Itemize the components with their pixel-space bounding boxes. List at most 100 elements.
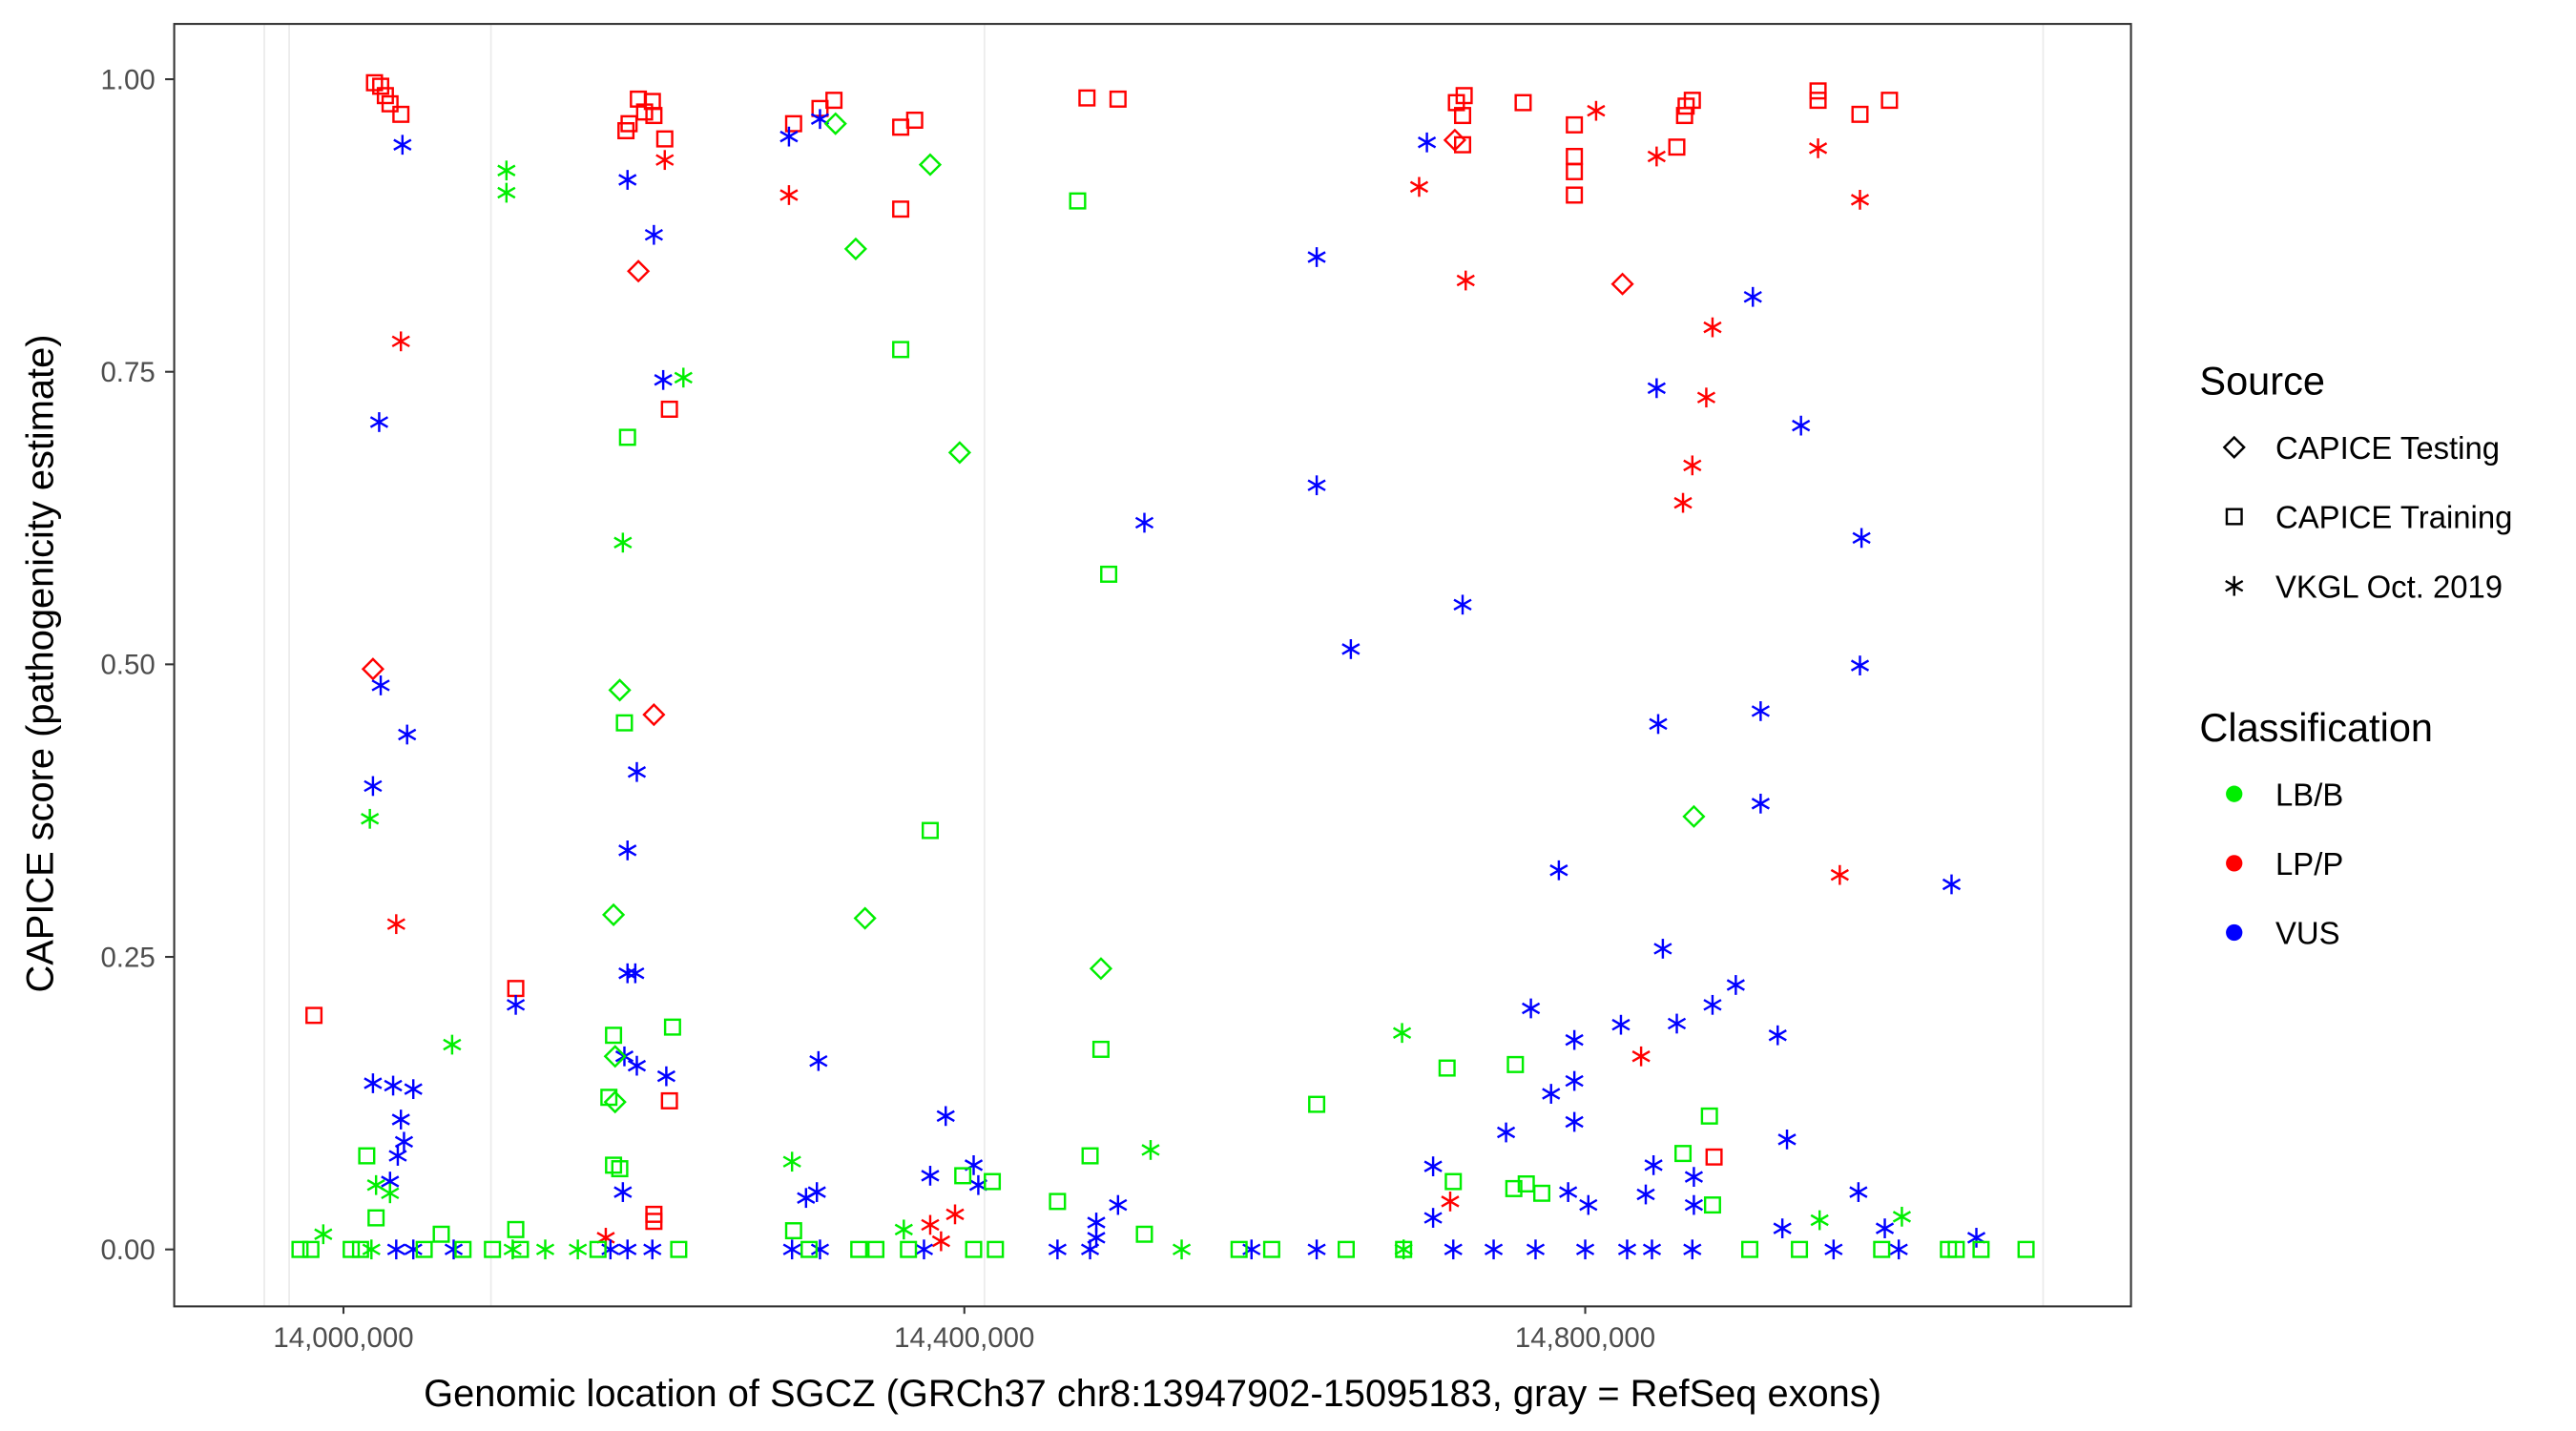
data-point: [1631, 1046, 1651, 1067]
data-point: [618, 170, 637, 190]
data-point: [892, 341, 910, 359]
data-point: [1496, 1122, 1516, 1143]
data-point: [1810, 1210, 1829, 1231]
y-tick-label: 0.50: [100, 650, 155, 681]
data-point: [497, 160, 516, 181]
data-point: [1565, 1070, 1584, 1091]
x-axis-title: Genomic location of SGCZ (GRCh37 chr8:13…: [424, 1373, 1881, 1415]
data-point: [1484, 1239, 1504, 1260]
data-point: [1649, 714, 1668, 735]
legend-source-title: Source: [2199, 359, 2325, 404]
data-point: [618, 840, 637, 861]
data-point: [1135, 1225, 1153, 1243]
data-point: [1444, 1239, 1463, 1260]
data-point: [603, 1045, 627, 1068]
data-point: [782, 1239, 801, 1260]
data-point: [1521, 998, 1541, 1019]
data-point: [1532, 1184, 1550, 1202]
data-point: [1777, 1130, 1797, 1150]
data-point: [404, 1079, 423, 1100]
data-point: [1703, 317, 1722, 338]
legend-source-label: CAPICE Training: [2275, 500, 2512, 535]
data-point: [1575, 1239, 1595, 1260]
data-point: [605, 1156, 623, 1174]
data-point: [1751, 701, 1770, 721]
data-point: [1850, 655, 1870, 675]
data-point: [1337, 1240, 1355, 1258]
data-point: [1892, 1206, 1912, 1227]
data-point: [1549, 860, 1568, 881]
data-point: [404, 1239, 423, 1260]
data-point: [1455, 87, 1473, 105]
data-point: [361, 808, 380, 829]
legend-color-dot-icon: [2226, 923, 2243, 942]
data-point: [1644, 1154, 1663, 1175]
data-point: [1423, 1208, 1443, 1228]
data-point: [415, 1240, 433, 1258]
data-point: [1875, 1218, 1895, 1238]
data-point: [1307, 1239, 1326, 1260]
data-point: [987, 1240, 1005, 1258]
data-point: [1683, 1239, 1702, 1260]
data-point: [1889, 1239, 1908, 1260]
data-point: [627, 259, 651, 283]
x-axis: 14,000,000 14,400,000 14,800,000: [273, 1305, 1655, 1354]
data-point: [921, 821, 939, 840]
data-point: [1423, 1156, 1443, 1176]
data-point: [367, 1209, 385, 1227]
data-point: [444, 1239, 464, 1260]
data-point: [1667, 1013, 1687, 1034]
data-point: [779, 126, 799, 147]
data-point: [645, 107, 663, 125]
data-point: [1809, 92, 1827, 110]
data-point: [1703, 994, 1722, 1015]
data-point: [1456, 270, 1475, 291]
data-point: [1542, 1084, 1561, 1104]
data-point: [674, 367, 693, 388]
x-tick-label: 14,000,000: [273, 1322, 413, 1354]
data-point: [432, 1225, 450, 1243]
exon-lines: [263, 24, 2045, 1306]
data-point: [386, 914, 405, 935]
data-point: [603, 1090, 627, 1114]
data-point: [1100, 565, 1118, 583]
data-point: [613, 532, 633, 553]
data-point: [391, 331, 410, 352]
data-point: [364, 776, 383, 797]
data-point: [779, 185, 799, 205]
data-point: [660, 1091, 678, 1110]
data-point: [1080, 1239, 1100, 1260]
data-point: [1109, 1194, 1128, 1215]
data-point: [386, 1239, 405, 1260]
data-point: [850, 1240, 868, 1258]
data-point: [1824, 1239, 1843, 1260]
data-point: [1740, 1240, 1758, 1258]
data-point: [945, 1204, 965, 1225]
data-point: [1395, 1240, 1413, 1258]
data-point: [314, 1224, 333, 1245]
data-point: [823, 112, 847, 135]
data-point: [843, 237, 867, 261]
data-point: [608, 678, 632, 702]
data-point: [1506, 1055, 1525, 1073]
data-point: [892, 200, 910, 218]
data-point: [1579, 1194, 1598, 1215]
data-point: [618, 963, 637, 984]
data-point: [1566, 162, 1584, 180]
data-point: [947, 441, 971, 465]
data-point: [1443, 128, 1466, 152]
data-point: [507, 1220, 525, 1238]
data-point: [1677, 97, 1695, 115]
data-point: [361, 657, 385, 681]
data-point: [535, 1239, 555, 1260]
data-point: [506, 994, 526, 1015]
data-point: [655, 130, 674, 148]
data-point: [381, 1183, 400, 1204]
data-point: [1566, 186, 1584, 204]
data-point: [365, 73, 384, 92]
data-point: [1307, 247, 1326, 267]
data-point: [900, 1240, 918, 1258]
data-point: [1683, 92, 1701, 110]
